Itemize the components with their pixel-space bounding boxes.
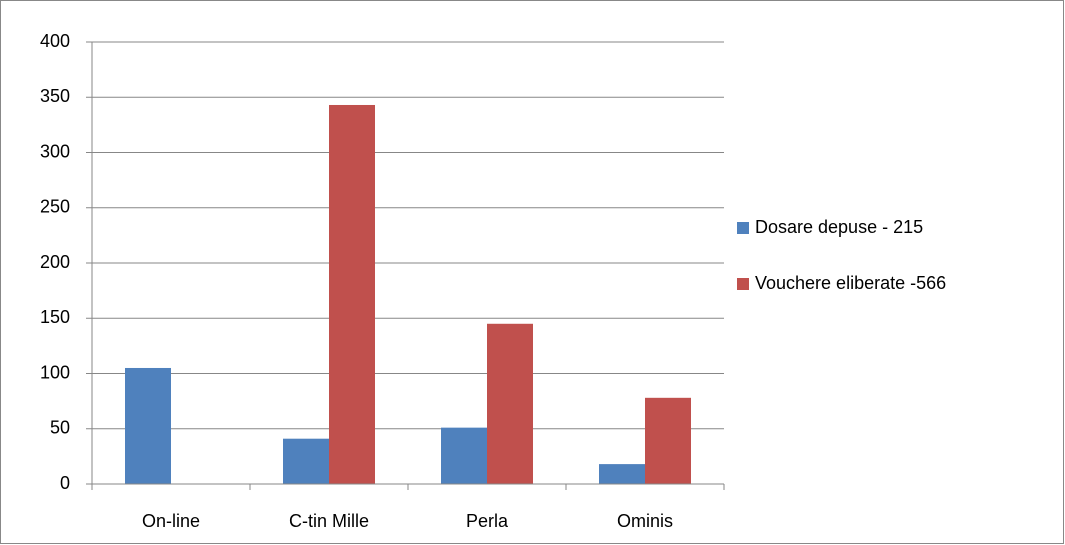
y-tick-label: 300 [40, 141, 70, 161]
bar [645, 397, 691, 484]
y-tick-label: 250 [40, 197, 70, 217]
y-tick-label: 50 [50, 418, 70, 438]
bar [329, 104, 375, 485]
bar [441, 427, 487, 484]
bar [599, 464, 645, 484]
y-tick-label: 350 [40, 86, 70, 106]
y-tick-label: 200 [40, 252, 70, 272]
x-tick-label: C-tin Mille [289, 511, 369, 531]
bar [125, 367, 171, 484]
legend-label: Vouchere eliberate -566 [755, 273, 946, 293]
x-tick-label: Perla [466, 511, 509, 531]
bar [487, 323, 533, 484]
y-tick-label: 400 [40, 31, 70, 51]
y-tick-label: 0 [60, 473, 70, 493]
legend-swatch [737, 278, 749, 290]
x-tick-label: On-line [142, 511, 200, 531]
y-tick-label: 100 [40, 362, 70, 382]
legend-label: Dosare depuse - 215 [755, 217, 923, 237]
legend-swatch [737, 222, 749, 234]
bar [283, 438, 329, 484]
y-tick-label: 150 [40, 307, 70, 327]
x-tick-label: Ominis [617, 511, 673, 531]
